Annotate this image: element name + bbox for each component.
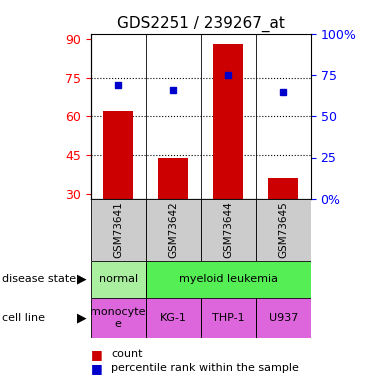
Text: THP-1: THP-1 <box>212 313 245 323</box>
Text: GSM73642: GSM73642 <box>168 201 178 258</box>
Text: percentile rank within the sample: percentile rank within the sample <box>111 363 299 373</box>
FancyBboxPatch shape <box>91 261 146 298</box>
FancyBboxPatch shape <box>201 298 256 338</box>
Bar <box>213 44 243 271</box>
FancyBboxPatch shape <box>256 199 311 261</box>
FancyBboxPatch shape <box>146 199 201 261</box>
Text: count: count <box>111 350 142 359</box>
Text: cell line: cell line <box>2 313 45 323</box>
FancyBboxPatch shape <box>91 298 146 338</box>
Bar <box>103 111 133 271</box>
Text: ■: ■ <box>91 362 102 375</box>
Text: GSM73644: GSM73644 <box>223 201 233 258</box>
Text: ▶: ▶ <box>77 311 86 324</box>
Bar <box>268 178 299 271</box>
FancyBboxPatch shape <box>91 199 146 261</box>
FancyBboxPatch shape <box>146 298 201 338</box>
Title: GDS2251 / 239267_at: GDS2251 / 239267_at <box>117 16 285 32</box>
Text: U937: U937 <box>269 313 298 323</box>
Text: disease state: disease state <box>2 274 76 284</box>
Text: KG-1: KG-1 <box>160 313 186 323</box>
FancyBboxPatch shape <box>256 298 311 338</box>
Text: normal: normal <box>99 274 138 284</box>
Text: GSM73645: GSM73645 <box>278 201 288 258</box>
FancyBboxPatch shape <box>201 199 256 261</box>
Text: monocyte
e: monocyte e <box>90 307 146 328</box>
Text: ■: ■ <box>91 348 102 361</box>
Text: ▶: ▶ <box>77 273 86 286</box>
Text: GSM73641: GSM73641 <box>113 201 123 258</box>
Bar <box>158 158 188 271</box>
Text: myeloid leukemia: myeloid leukemia <box>179 274 278 284</box>
FancyBboxPatch shape <box>146 261 311 298</box>
